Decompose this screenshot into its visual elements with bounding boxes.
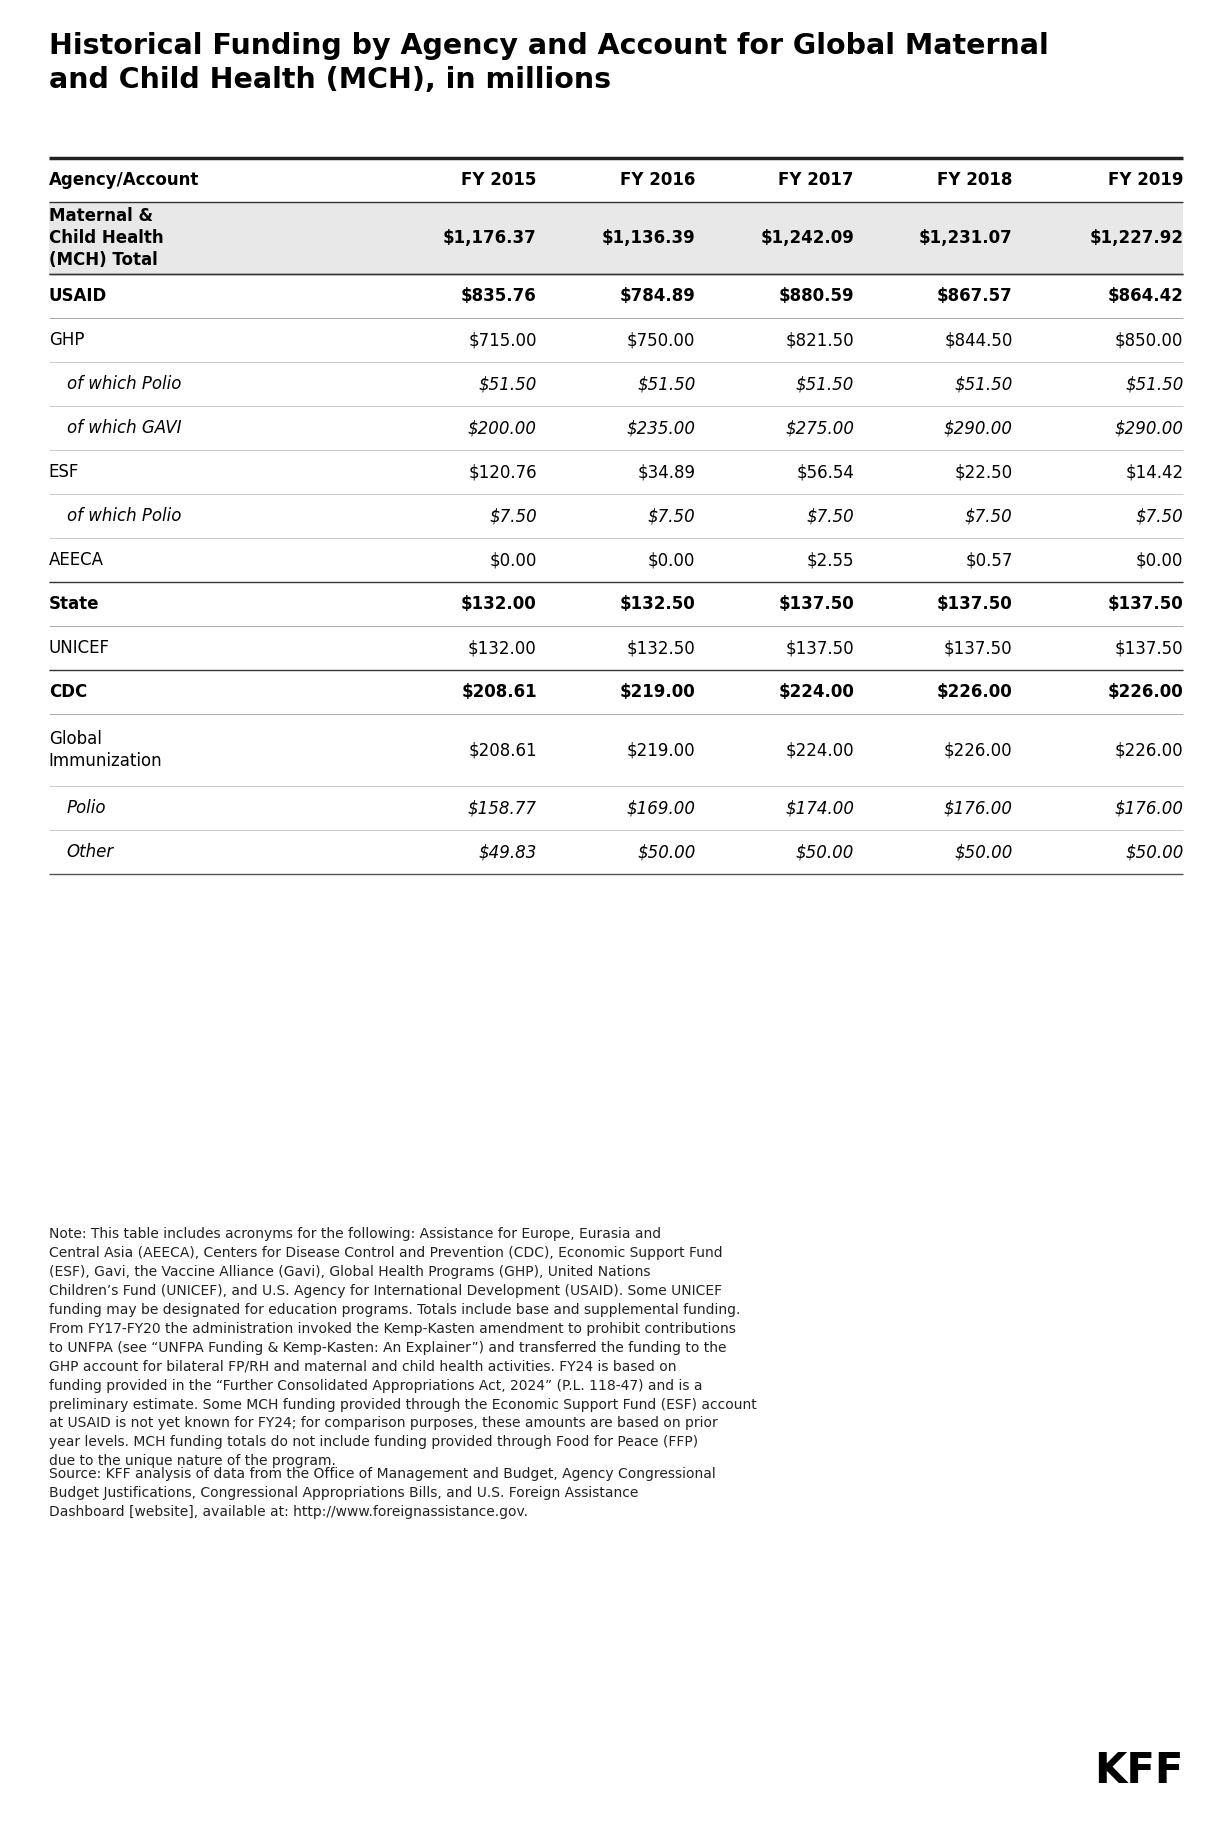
- Text: $51.50: $51.50: [1125, 375, 1183, 394]
- Text: $290.00: $290.00: [1114, 419, 1183, 437]
- Text: $290.00: $290.00: [943, 419, 1013, 437]
- Text: Other: Other: [67, 844, 113, 862]
- Text: $219.00: $219.00: [627, 742, 695, 760]
- Text: $7.50: $7.50: [806, 507, 854, 525]
- Text: $226.00: $226.00: [1108, 683, 1183, 701]
- Text: FY 2019: FY 2019: [1108, 171, 1183, 189]
- Text: $137.50: $137.50: [937, 596, 1013, 612]
- Text: Agency/Account: Agency/Account: [49, 171, 199, 189]
- Text: of which GAVI: of which GAVI: [67, 419, 182, 437]
- Text: Maternal &
Child Health
(MCH) Total: Maternal & Child Health (MCH) Total: [49, 208, 163, 270]
- Text: USAID: USAID: [49, 288, 107, 304]
- Text: $176.00: $176.00: [1114, 800, 1183, 816]
- Text: $1,231.07: $1,231.07: [919, 230, 1013, 248]
- Text: $132.50: $132.50: [627, 640, 695, 658]
- Text: FY 2015: FY 2015: [461, 171, 537, 189]
- Text: $1,176.37: $1,176.37: [443, 230, 537, 248]
- Text: $120.76: $120.76: [468, 463, 537, 481]
- Text: $7.50: $7.50: [965, 507, 1013, 525]
- Text: $219.00: $219.00: [620, 683, 695, 701]
- Text: $51.50: $51.50: [478, 375, 537, 394]
- Text: UNICEF: UNICEF: [49, 640, 110, 658]
- Text: Global
Immunization: Global Immunization: [49, 731, 162, 771]
- Text: $34.89: $34.89: [637, 463, 695, 481]
- Text: $137.50: $137.50: [1115, 640, 1183, 658]
- Text: $50.00: $50.00: [954, 844, 1013, 862]
- Text: $750.00: $750.00: [627, 332, 695, 350]
- Text: $51.50: $51.50: [795, 375, 854, 394]
- Text: $132.00: $132.00: [468, 640, 537, 658]
- Text: FY 2017: FY 2017: [778, 171, 854, 189]
- Text: $200.00: $200.00: [467, 419, 537, 437]
- Text: $1,136.39: $1,136.39: [601, 230, 695, 248]
- Text: $208.61: $208.61: [461, 683, 537, 701]
- Text: Polio: Polio: [67, 800, 106, 816]
- Text: $226.00: $226.00: [944, 742, 1013, 760]
- Text: $132.50: $132.50: [620, 596, 695, 612]
- Text: FY 2018: FY 2018: [937, 171, 1013, 189]
- Text: $51.50: $51.50: [637, 375, 695, 394]
- Bar: [49, 202, 1183, 273]
- Text: Source: KFF analysis of data from the Office of Management and Budget, Agency Co: Source: KFF analysis of data from the Of…: [49, 1467, 716, 1520]
- Text: $137.50: $137.50: [944, 640, 1013, 658]
- Text: $176.00: $176.00: [943, 800, 1013, 816]
- Text: ESF: ESF: [49, 463, 79, 481]
- Text: $844.50: $844.50: [944, 332, 1013, 350]
- Text: $50.00: $50.00: [795, 844, 854, 862]
- Text: $0.00: $0.00: [489, 550, 537, 568]
- Text: CDC: CDC: [49, 683, 87, 701]
- Text: $224.00: $224.00: [786, 742, 854, 760]
- Text: $137.50: $137.50: [1108, 596, 1183, 612]
- Text: $50.00: $50.00: [637, 844, 695, 862]
- Text: $137.50: $137.50: [786, 640, 854, 658]
- Text: $7.50: $7.50: [1136, 507, 1183, 525]
- Text: GHP: GHP: [49, 332, 84, 350]
- Text: $22.50: $22.50: [954, 463, 1013, 481]
- Text: $1,227.92: $1,227.92: [1089, 230, 1183, 248]
- Text: KFF: KFF: [1094, 1749, 1183, 1793]
- Text: $137.50: $137.50: [778, 596, 854, 612]
- Text: Note: This table includes acronyms for the following: Assistance for Europe, Eur: Note: This table includes acronyms for t…: [49, 1226, 756, 1469]
- Text: FY 2016: FY 2016: [620, 171, 695, 189]
- Text: $56.54: $56.54: [797, 463, 854, 481]
- Text: $864.42: $864.42: [1108, 288, 1183, 304]
- Text: $208.61: $208.61: [468, 742, 537, 760]
- Text: $880.59: $880.59: [778, 288, 854, 304]
- Text: Historical Funding by Agency and Account for Global Maternal
and Child Health (M: Historical Funding by Agency and Account…: [49, 33, 1048, 93]
- Text: $850.00: $850.00: [1115, 332, 1183, 350]
- Text: $49.83: $49.83: [478, 844, 537, 862]
- Text: $867.57: $867.57: [937, 288, 1013, 304]
- Text: $158.77: $158.77: [467, 800, 537, 816]
- Text: $821.50: $821.50: [786, 332, 854, 350]
- Text: $169.00: $169.00: [626, 800, 695, 816]
- Text: $0.00: $0.00: [648, 550, 695, 568]
- Text: $174.00: $174.00: [784, 800, 854, 816]
- Text: State: State: [49, 596, 99, 612]
- Text: $235.00: $235.00: [626, 419, 695, 437]
- Text: $1,242.09: $1,242.09: [760, 230, 854, 248]
- Text: $132.00: $132.00: [461, 596, 537, 612]
- Text: $226.00: $226.00: [1115, 742, 1183, 760]
- Text: $7.50: $7.50: [489, 507, 537, 525]
- Text: $50.00: $50.00: [1125, 844, 1183, 862]
- Text: $51.50: $51.50: [954, 375, 1013, 394]
- Text: of which Polio: of which Polio: [67, 507, 182, 525]
- Text: AEECA: AEECA: [49, 550, 104, 568]
- Text: $224.00: $224.00: [778, 683, 854, 701]
- Text: $0.57: $0.57: [965, 550, 1013, 568]
- Text: $14.42: $14.42: [1125, 463, 1183, 481]
- Text: $0.00: $0.00: [1136, 550, 1183, 568]
- Text: $784.89: $784.89: [620, 288, 695, 304]
- Text: $275.00: $275.00: [784, 419, 854, 437]
- Text: $7.50: $7.50: [648, 507, 695, 525]
- Text: of which Polio: of which Polio: [67, 375, 182, 394]
- Text: $835.76: $835.76: [461, 288, 537, 304]
- Text: $715.00: $715.00: [468, 332, 537, 350]
- Text: $226.00: $226.00: [937, 683, 1013, 701]
- Text: $2.55: $2.55: [806, 550, 854, 568]
